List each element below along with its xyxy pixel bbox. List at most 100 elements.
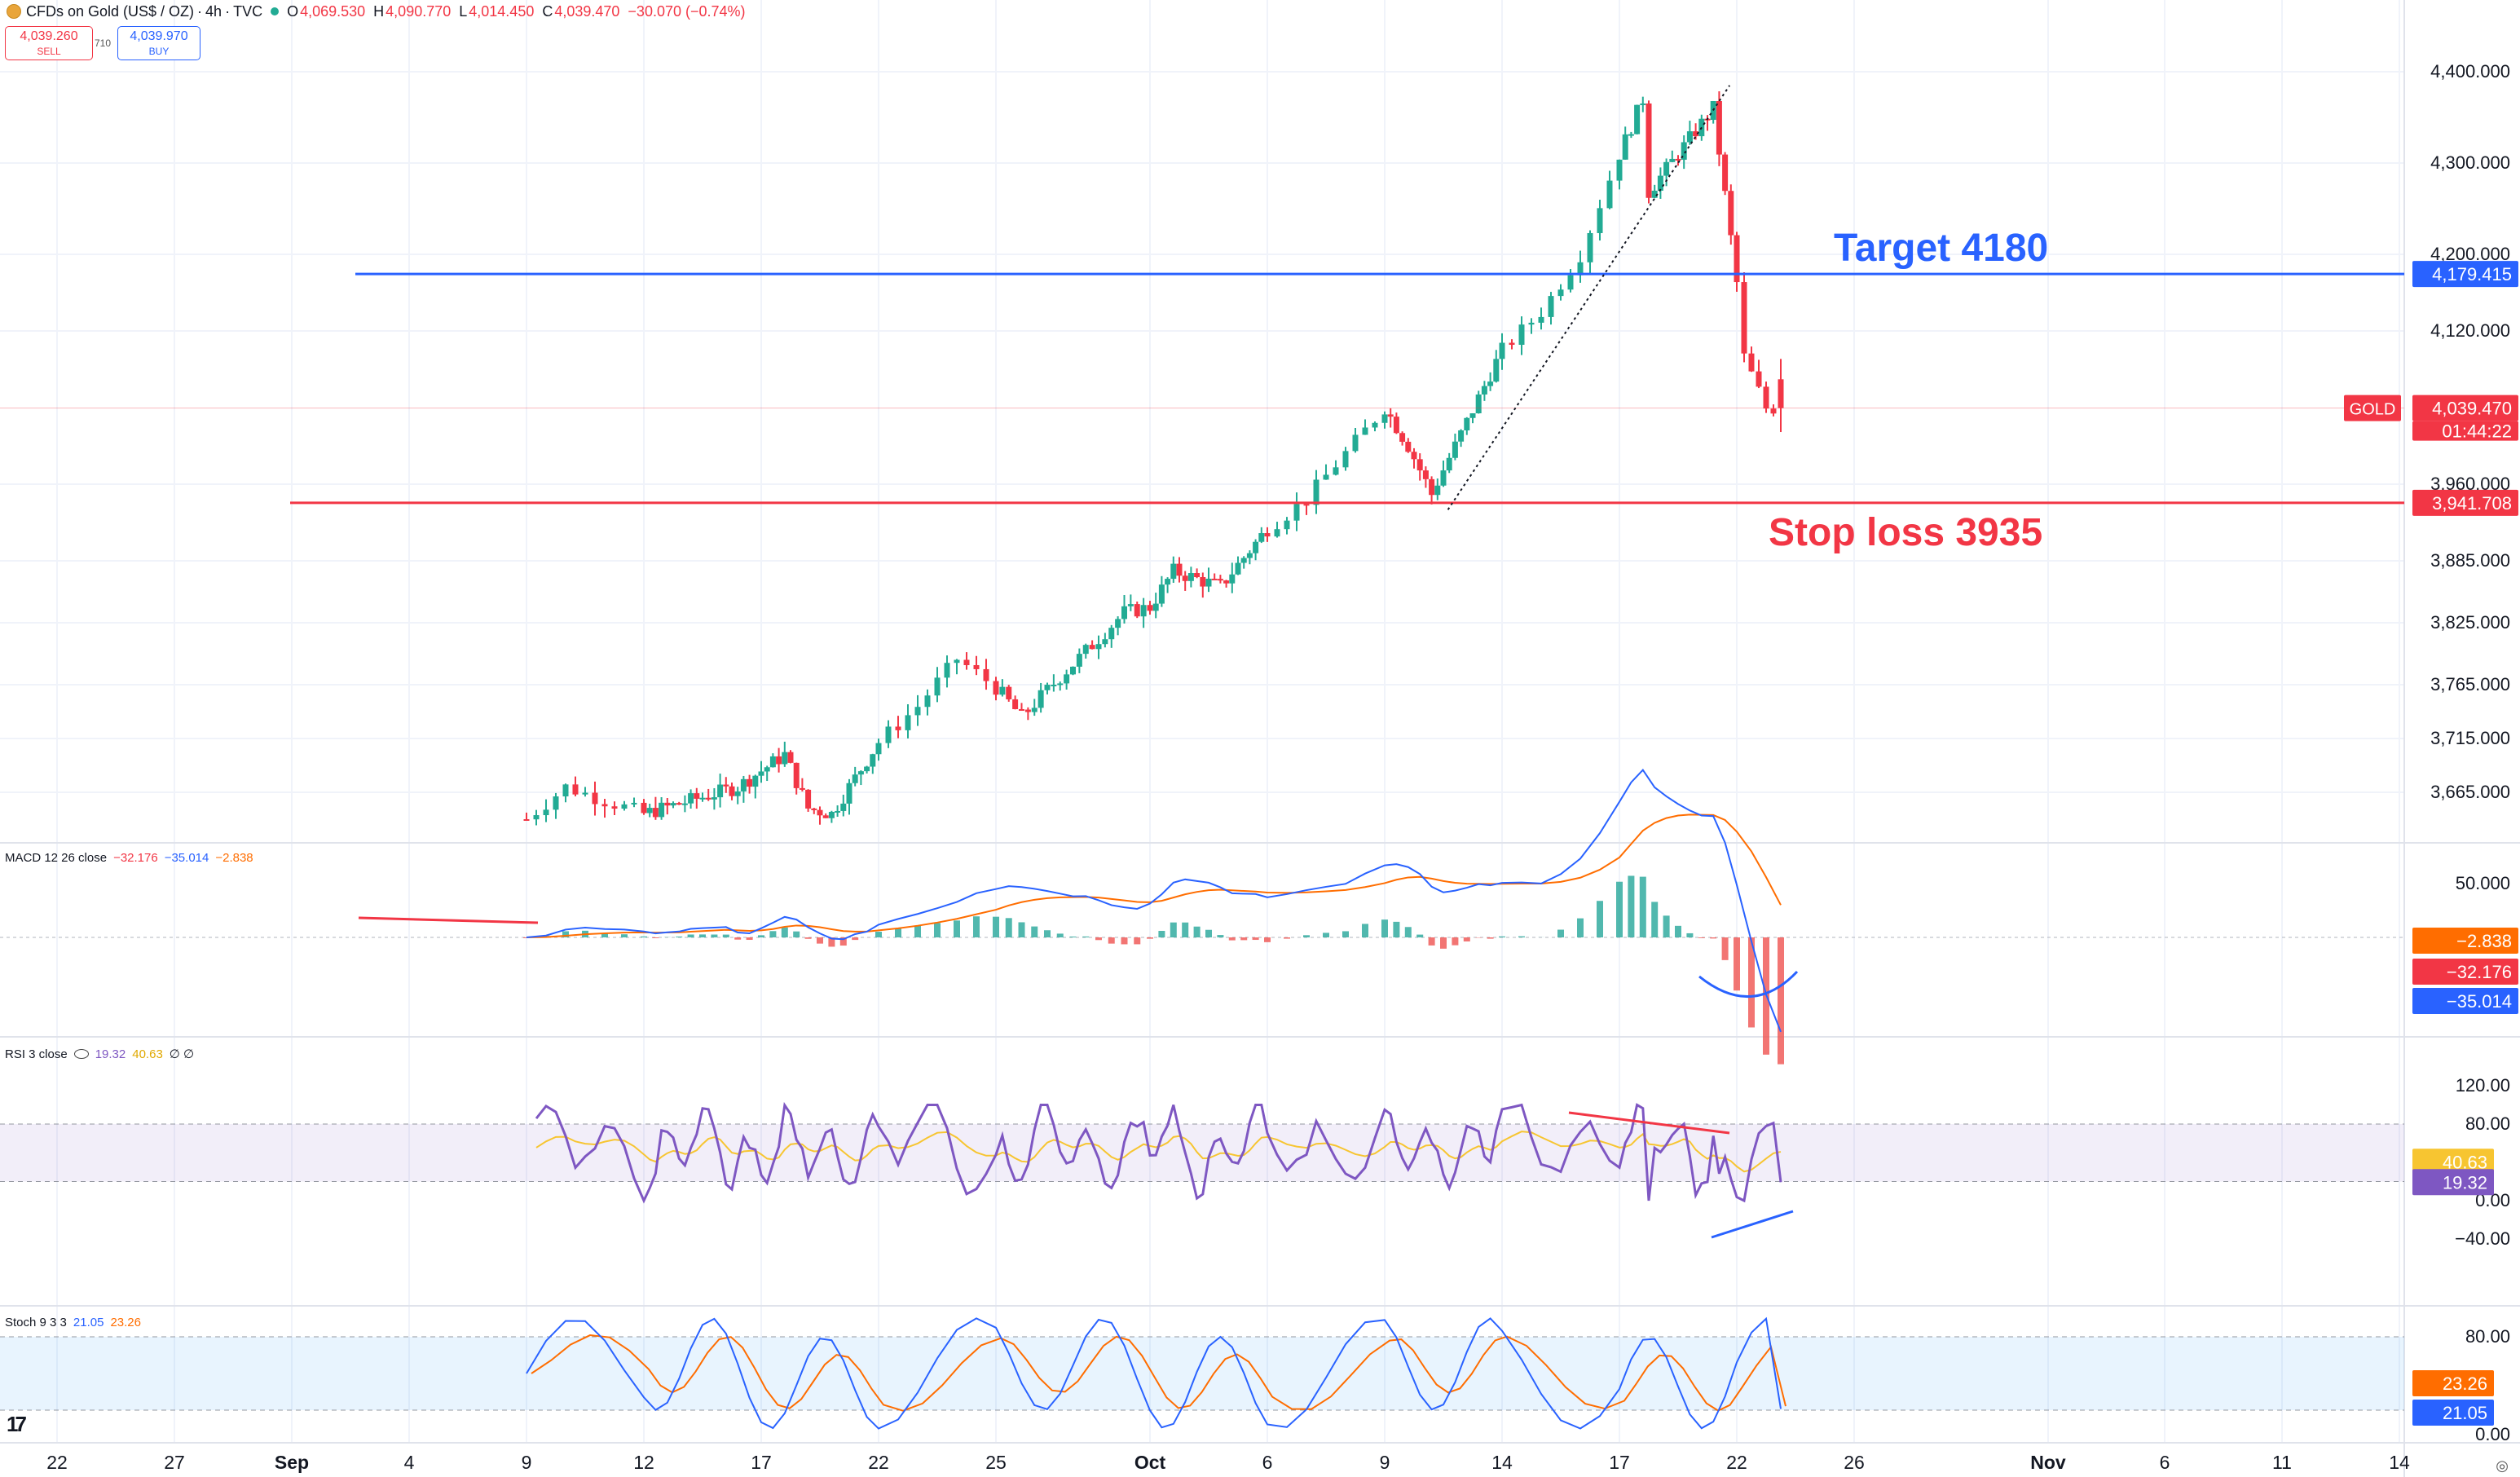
rsi-tick-label: 120.00: [2456, 1075, 2510, 1096]
rsi-pane[interactable]: [0, 1101, 2404, 1239]
candle-body: [983, 668, 989, 681]
macd-histogram-bar: [1393, 921, 1400, 937]
eye-icon[interactable]: [73, 1049, 89, 1059]
buy-price: 4,039.970: [130, 29, 188, 43]
candle-body: [1722, 154, 1729, 192]
price-pane[interactable]: Target 4180 Stop loss 3935: [0, 85, 2404, 826]
macd-histogram-bar: [1452, 937, 1459, 946]
macd-pane[interactable]: [0, 769, 2404, 1065]
time-tick-label: 9: [1380, 1452, 1390, 1473]
change-value: −30.070 (−0.74%): [628, 2, 746, 20]
interval[interactable]: 4h: [205, 2, 222, 20]
macd-histogram-bar: [1252, 937, 1259, 941]
candle-body: [822, 815, 829, 818]
candle-body: [1240, 558, 1247, 563]
candle-body: [611, 806, 618, 809]
candle-body: [592, 792, 598, 805]
time-tick-label: 22: [868, 1452, 889, 1473]
candle-body: [1663, 161, 1670, 176]
stop-price-badge-bg: [2412, 489, 2518, 516]
candle-body: [1518, 324, 1525, 345]
macd-histogram-bar: [1217, 935, 1224, 937]
candle-body: [553, 796, 559, 810]
price-axis[interactable]: 4,400.0004,300.0004,200.0004,120.0003,96…: [2344, 61, 2518, 1444]
rsi-legend[interactable]: RSI 3 close 19.32 40.63 ∅ ∅: [5, 1047, 200, 1062]
candle-body: [1024, 709, 1031, 712]
candle-body: [1528, 322, 1535, 325]
candle-body: [1246, 553, 1253, 558]
macd-line-badge-bg: [2412, 988, 2518, 1014]
candle-body: [1693, 131, 1699, 137]
macd-histogram-bar: [652, 937, 659, 938]
candle-body: [1108, 628, 1115, 640]
macd-histogram-bar: [1698, 937, 1705, 938]
macd-histogram-bar: [1005, 918, 1012, 937]
macd-histogram-bar: [699, 934, 706, 937]
candle-body: [852, 774, 858, 783]
macd-histogram-bar: [1018, 922, 1025, 937]
time-axis[interactable]: 22 27 Sep 4 9 12 17 22 25 Oct 6 9 14 17 22 26 Nov 6 11 14: [46, 1452, 2410, 1473]
macd-signal-value: −2.838: [215, 851, 253, 865]
candle-body: [828, 812, 835, 818]
macd-histogram-bar: [934, 923, 941, 937]
tradingview-logo-icon[interactable]: 17: [7, 1412, 27, 1436]
time-tick-label: 6: [2160, 1452, 2170, 1473]
macd-histogram-bar: [914, 925, 921, 937]
candle-body: [1031, 708, 1038, 712]
candle-body: [1303, 504, 1310, 506]
candle-body: [533, 815, 540, 820]
candle-body: [1372, 422, 1378, 428]
macd-histogram-bar: [1031, 926, 1038, 937]
symbol-name[interactable]: CFDs on Gold (US$ / OZ): [26, 2, 195, 20]
rsi-badge-bg: [2412, 1169, 2494, 1196]
stoch-pane[interactable]: [0, 1316, 2404, 1430]
buy-label: BUY: [148, 46, 170, 57]
macd-histogram-bar: [687, 934, 694, 937]
candle-body: [934, 677, 941, 696]
sell-button[interactable]: 4,039.260 SELL: [5, 26, 93, 60]
stoch-legend[interactable]: Stoch 9 3 3 21.05 23.26: [5, 1316, 148, 1329]
macd-line: [526, 769, 1782, 1033]
candle-body: [1229, 574, 1236, 584]
macd-histogram-bar: [1284, 937, 1290, 939]
candle-body: [1264, 533, 1271, 537]
macd-histogram-bar: [1205, 929, 1212, 937]
candle-body: [1200, 577, 1206, 587]
time-tick-label: 12: [633, 1452, 654, 1473]
macd-histogram-bar: [1628, 875, 1635, 937]
buy-button[interactable]: 4,039.970 BUY: [117, 26, 200, 60]
target-price-badge: 4,179.415: [2432, 264, 2512, 284]
candle-body: [1416, 459, 1423, 471]
macd-hist-badge-bg: [2412, 959, 2518, 985]
time-tick-label: 14: [1491, 1452, 1513, 1473]
candle-body: [875, 743, 882, 755]
market-open-icon: [271, 7, 280, 15]
rsi-title: RSI 3 close: [5, 1047, 68, 1061]
price-tick-label: 4,400.000: [2430, 61, 2510, 82]
time-tick-label: 27: [164, 1452, 185, 1473]
macd-legend[interactable]: MACD 12 26 close −32.176 −35.014 −2.838: [5, 851, 260, 865]
candle-body: [1342, 451, 1349, 468]
stoch-tick-label: 0.00: [2475, 1424, 2510, 1444]
settings-icon[interactable]: ◎: [2496, 1457, 2509, 1474]
candle-body: [1182, 575, 1188, 581]
macd-histogram-bar: [1193, 926, 1201, 937]
candle-body: [734, 791, 741, 796]
macd-histogram-bar: [839, 937, 847, 946]
last-price-badge: 4,039.470: [2432, 399, 2512, 419]
candle-body: [1019, 708, 1024, 711]
candle-body: [924, 695, 931, 708]
candle-body: [670, 803, 676, 806]
macd-hist-value: −32.176: [113, 851, 158, 865]
candle-body: [688, 793, 694, 804]
macd-histogram-bar: [1686, 932, 1694, 937]
rsi-tick-label: 80.00: [2465, 1113, 2510, 1134]
macd-histogram-bar: [1748, 937, 1755, 1028]
candle-body: [740, 778, 747, 791]
macd-histogram-bar: [1440, 937, 1447, 949]
macd-histogram-bar: [758, 935, 764, 937]
candle-body: [652, 808, 659, 818]
stop-loss-label: Stop loss 3935: [1769, 511, 2042, 554]
